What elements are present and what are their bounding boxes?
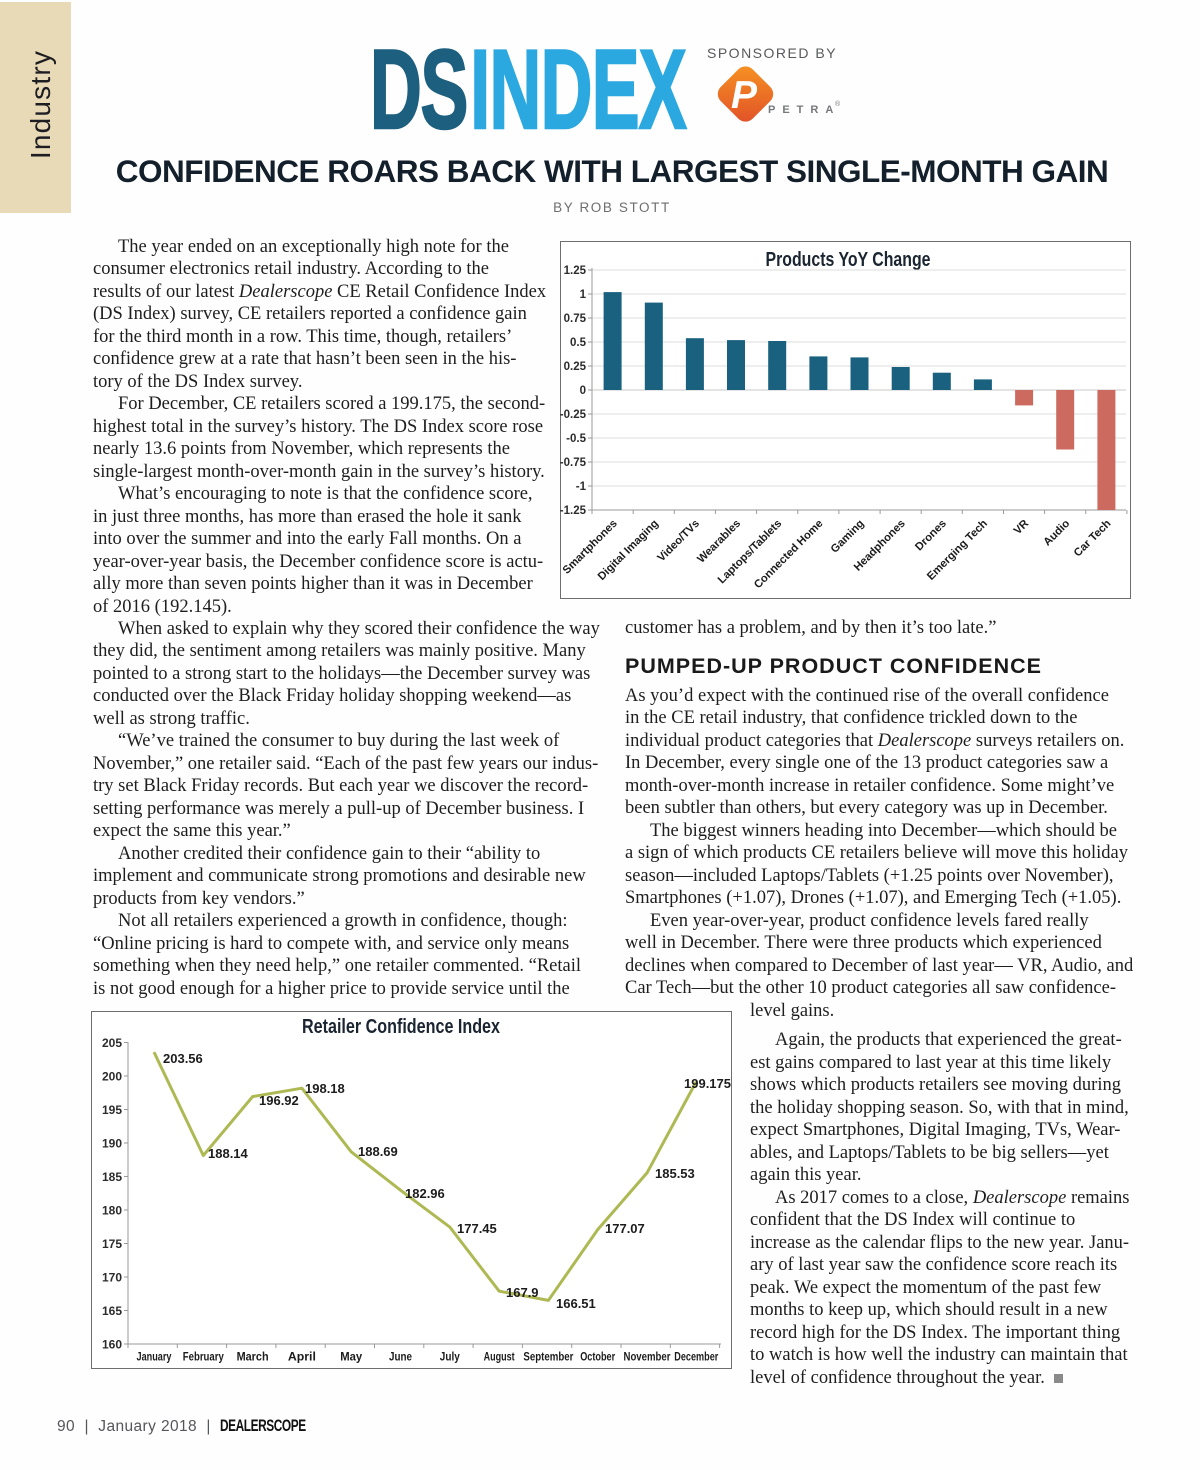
- svg-text:205: 205: [102, 1036, 122, 1050]
- svg-text:170: 170: [102, 1271, 122, 1285]
- svg-text:-0.5: -0.5: [566, 433, 586, 445]
- svg-text:0.5: 0.5: [570, 337, 587, 349]
- svg-text:P: P: [731, 74, 758, 117]
- svg-text:December: December: [674, 1352, 718, 1364]
- svg-text:0.75: 0.75: [564, 313, 587, 325]
- svg-text:166.51: 166.51: [556, 1296, 596, 1311]
- svg-text:®: ®: [835, 100, 841, 108]
- svg-text:Retailer Confidence Index: Retailer Confidence Index: [302, 1016, 500, 1038]
- svg-text:-0.25: -0.25: [560, 409, 587, 421]
- svg-text:175: 175: [102, 1237, 122, 1251]
- svg-text:1.25: 1.25: [564, 265, 587, 277]
- svg-text:203.56: 203.56: [163, 1051, 203, 1066]
- svg-text:PETRA: PETRA: [768, 104, 840, 116]
- svg-text:-0.75: -0.75: [560, 457, 587, 469]
- svg-text:177.07: 177.07: [605, 1221, 645, 1236]
- svg-text:1: 1: [580, 289, 587, 301]
- svg-text:November: November: [624, 1352, 671, 1364]
- svg-text:-1.25: -1.25: [560, 505, 587, 517]
- svg-text:June: June: [389, 1352, 412, 1364]
- svg-text:190: 190: [102, 1137, 122, 1151]
- svg-text:200: 200: [102, 1070, 122, 1084]
- svg-text:May: May: [340, 1352, 363, 1364]
- svg-text:April: April: [288, 1352, 316, 1364]
- svg-text:165: 165: [102, 1304, 122, 1318]
- svg-text:August: August: [484, 1352, 515, 1364]
- svg-text:199.175: 199.175: [684, 1076, 731, 1091]
- svg-text:October: October: [580, 1352, 615, 1364]
- svg-text:July: July: [440, 1352, 461, 1364]
- svg-text:180: 180: [102, 1204, 122, 1218]
- svg-text:-1: -1: [576, 481, 587, 493]
- svg-text:185: 185: [102, 1170, 122, 1184]
- svg-text:Products YoY Change: Products YoY Change: [766, 249, 931, 271]
- svg-text:March: March: [237, 1352, 269, 1364]
- svg-text:January: January: [137, 1352, 172, 1364]
- svg-text:195: 195: [102, 1103, 122, 1117]
- svg-text:182.96: 182.96: [405, 1186, 445, 1201]
- svg-text:198.18: 198.18: [305, 1081, 345, 1096]
- svg-text:177.45: 177.45: [457, 1221, 497, 1236]
- svg-text:0: 0: [580, 385, 586, 397]
- svg-text:0.25: 0.25: [564, 361, 587, 373]
- svg-text:185.53: 185.53: [655, 1166, 695, 1181]
- svg-text:September: September: [523, 1352, 573, 1364]
- svg-text:160: 160: [102, 1338, 122, 1352]
- svg-text:February: February: [183, 1352, 224, 1364]
- svg-text:196.92: 196.92: [259, 1093, 299, 1108]
- svg-text:167.9: 167.9: [506, 1285, 539, 1300]
- svg-text:188.14: 188.14: [208, 1146, 249, 1161]
- svg-text:188.69: 188.69: [358, 1144, 398, 1159]
